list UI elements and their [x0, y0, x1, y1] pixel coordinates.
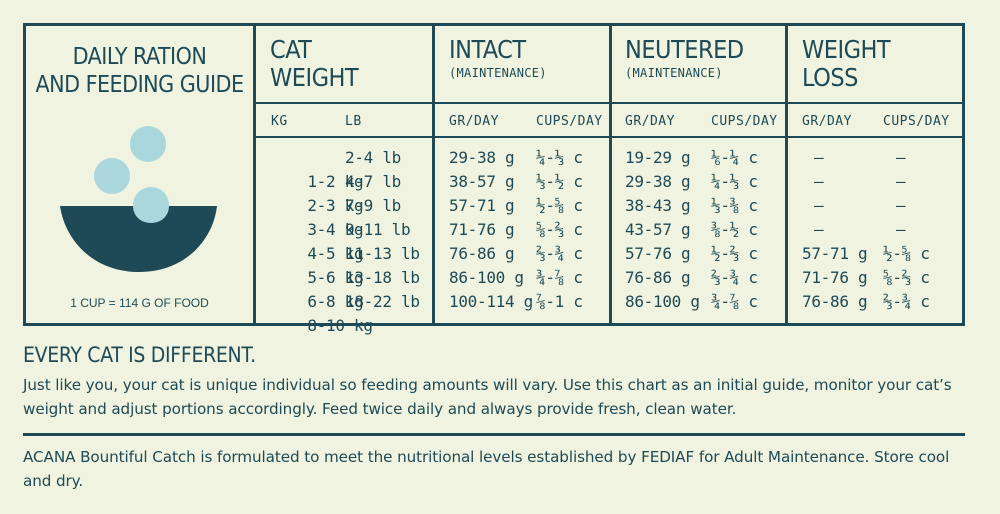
kibble-icon: [133, 206, 169, 223]
table-cell: 29-38 g: [625, 172, 691, 191]
column-divider: [609, 23, 612, 326]
table-cell: 38-57 g: [449, 172, 515, 191]
table-cell: 9-11 lb: [345, 220, 411, 239]
table-cell: ⅝-⅔ c: [883, 268, 930, 287]
table-cell: 43-57 g: [625, 220, 691, 239]
table-cell: 100-114 g: [449, 292, 533, 311]
notes-heading: EVERY CAT IS DIFFERENT.: [23, 343, 256, 367]
food-bowl-icon: [60, 126, 217, 272]
table-cell: 13-18 lb: [345, 268, 420, 287]
header-divider: [253, 102, 965, 104]
table-cell: ¼-⅓ c: [536, 148, 583, 167]
table-cell: 76-86 g: [802, 292, 868, 311]
neutered-gr-subheader: GR/DAY: [625, 114, 675, 129]
table-cell: ⅓-½ c: [536, 172, 583, 191]
table-row: 4-5 kg: [307, 244, 364, 263]
table-cell: 57-71 g: [449, 196, 515, 215]
table-cell: 19-29 g: [625, 148, 691, 167]
table-cell: 76-86 g: [625, 268, 691, 287]
kg-subheader: KG: [271, 114, 288, 129]
table-cell: ⅓-⅜ c: [711, 196, 758, 215]
table-cell: —: [814, 196, 824, 215]
neutered-header: NEUTERED: [625, 35, 744, 64]
table-cell: ⅔-¾ c: [711, 268, 758, 287]
table-row: 3-4 kg: [307, 220, 364, 239]
table-cell: ⅞-1 c: [536, 292, 583, 311]
table-cell: —: [814, 148, 824, 167]
table-cell: —: [896, 196, 906, 215]
lb-subheader: LB: [345, 114, 362, 129]
weight-loss-header: WEIGHT LOSS: [802, 35, 891, 92]
column-divider: [785, 23, 788, 326]
table-cell: —: [896, 220, 906, 239]
table-cell: —: [896, 148, 906, 167]
table-cell: ⅝-⅔ c: [536, 220, 583, 239]
table-cell: 2-4 lb: [345, 148, 401, 167]
section-divider: [23, 433, 965, 436]
guide-title: DAILY RATION AND FEEDING GUIDE: [35, 44, 244, 98]
column-divider: [432, 23, 435, 326]
table-cell: 18-22 lb: [345, 292, 420, 311]
cup-note: 1 CUP = 114 G OF FOOD: [70, 296, 209, 310]
table-row: 5-6 kg: [307, 268, 364, 287]
table-cell: ⅔-¾ c: [536, 244, 583, 263]
neutered-cups-subheader: CUPS/DAY: [711, 114, 778, 129]
table-cell: 57-71 g: [802, 244, 868, 263]
intact-gr-subheader: GR/DAY: [449, 114, 499, 129]
table-cell: 86-100 g: [625, 292, 700, 311]
table-cell: 57-76 g: [625, 244, 691, 263]
table-cell: 38-43 g: [625, 196, 691, 215]
intact-header: INTACT: [449, 35, 526, 64]
loss-cups-subheader: CUPS/DAY: [883, 114, 950, 129]
table-row: 2-3 kg: [307, 196, 364, 215]
table-cell: ½-⅝ c: [883, 244, 930, 263]
table-row: 6-8 kg: [307, 292, 364, 311]
table-cell: ¾-⅞ c: [711, 292, 758, 311]
kibble-icon: [130, 126, 166, 162]
table-cell: 71-76 g: [802, 268, 868, 287]
formulation-paragraph: ACANA Bountiful Catch is formulated to m…: [23, 448, 950, 490]
table-cell: 29-38 g: [449, 148, 515, 167]
table-cell: 11-13 lb: [345, 244, 420, 263]
table-row: 8-10 kg: [307, 316, 373, 335]
notes-paragraph: Just like you, your cat is unique indivi…: [23, 376, 952, 418]
table-cell: ¾-⅞ c: [536, 268, 583, 287]
table-cell: 86-100 g: [449, 268, 524, 287]
loss-gr-subheader: GR/DAY: [802, 114, 852, 129]
table-cell: ¼-⅓ c: [711, 172, 758, 191]
table-cell: ½-⅝ c: [536, 196, 583, 215]
cat-weight-header: CAT WEIGHT: [270, 35, 359, 92]
table-cell: 71-76 g: [449, 220, 515, 239]
neutered-note: (MAINTENANCE): [625, 66, 723, 80]
intact-note: (MAINTENANCE): [449, 66, 547, 80]
subheader-divider: [253, 136, 965, 138]
table-cell: ½-⅔ c: [711, 244, 758, 263]
table-cell: 7-9 lb: [345, 196, 401, 215]
table-cell: 76-86 g: [449, 244, 515, 263]
table-cell: ⅔-¾ c: [883, 292, 930, 311]
table-cell: —: [896, 172, 906, 191]
column-divider: [253, 23, 256, 326]
table-cell: —: [814, 220, 824, 239]
table-cell: 4-7 lb: [345, 172, 401, 191]
intact-cups-subheader: CUPS/DAY: [536, 114, 603, 129]
table-row: 1-2 kg: [307, 172, 364, 191]
bowl-shape: [60, 206, 217, 272]
table-cell: —: [814, 172, 824, 191]
kibble-icon: [94, 158, 130, 194]
feeding-table-frame: [23, 23, 965, 326]
table-cell: ⅙-¼ c: [711, 148, 758, 167]
table-cell: ⅜-½ c: [711, 220, 758, 239]
